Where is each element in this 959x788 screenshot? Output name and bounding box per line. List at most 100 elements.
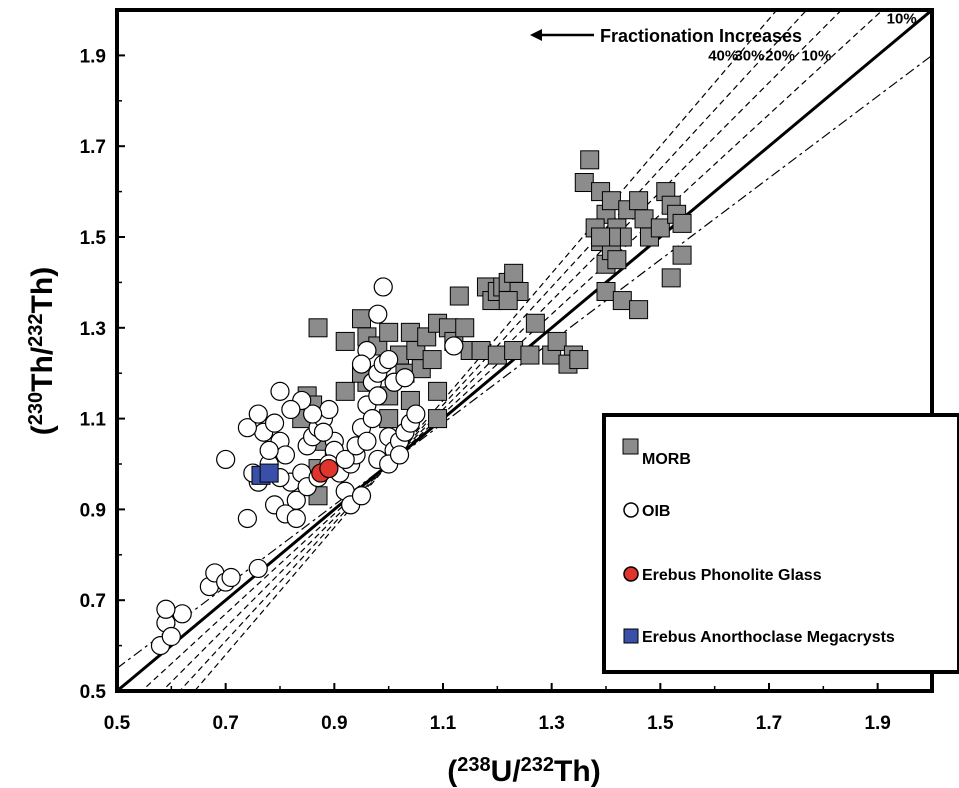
data-point-circle: [259, 440, 279, 460]
data-point-circle: [286, 508, 306, 529]
data-point-square: [449, 286, 469, 306]
y-tick-label: 1.5: [80, 228, 107, 249]
data-point-square: [591, 227, 611, 247]
x-tick-label: 1.1: [430, 713, 457, 734]
data-point-square: [629, 191, 649, 211]
x-tick-label: 1.5: [647, 713, 674, 734]
data-point-square: [335, 381, 355, 401]
plot-frame: [115, 8, 934, 693]
data-point-square: [428, 409, 448, 429]
fractionation-labels: 40%30% 20% 10% 10%: [708, 10, 917, 64]
data-point-square: [487, 345, 507, 365]
data-point-square: [607, 250, 627, 270]
legend-marker-oib: [623, 502, 639, 518]
data-point-circle: [373, 277, 393, 297]
legend-label-phonolite: Erebus Phonolite Glass: [642, 567, 822, 584]
x-axis-title: (238U/232Th): [447, 754, 600, 788]
data-point-circle: [406, 404, 426, 424]
data-point-circle: [172, 604, 192, 624]
data-point-circle: [319, 458, 339, 479]
legend-label-oib: OIB: [642, 503, 670, 520]
y-tick-label: 1.9: [80, 46, 106, 67]
data-point-square: [601, 191, 621, 211]
data-point-circle: [444, 336, 464, 356]
data-point-square: [498, 291, 518, 311]
data-point-circle: [319, 399, 339, 420]
fractionation-label: 20%: [765, 47, 795, 64]
data-point-square: [672, 213, 692, 233]
data-point-square: [308, 318, 328, 338]
data-point-circle: [237, 508, 257, 529]
data-point-circle: [313, 422, 334, 442]
y-tick-label: 0.5: [80, 682, 107, 703]
data-point-circle: [275, 445, 296, 465]
data-point-circle: [248, 404, 268, 424]
data-point-circle: [237, 418, 257, 438]
data-point-circle: [389, 445, 410, 465]
y-tick-label: 1.3: [80, 319, 106, 340]
data-point-circle: [248, 558, 268, 579]
data-point-circle: [216, 449, 236, 470]
legend-marker-phonolite: [623, 566, 639, 582]
data-point-square: [422, 350, 442, 370]
legend: MORB OIB Erebus Phonolite Glass Erebus A…: [602, 413, 959, 674]
data-point-circle: [221, 567, 241, 588]
data-point-circle: [156, 599, 176, 619]
data-point-square: [569, 350, 589, 370]
data-point-circle: [335, 449, 355, 470]
data-point-square: [525, 313, 545, 333]
fractionation-label: 10%: [801, 47, 831, 64]
data-point-square: [672, 245, 692, 265]
data-point-square: [634, 209, 654, 229]
data-points: [150, 150, 692, 656]
data-point-square: [471, 341, 491, 360]
data-point-circle: [362, 409, 382, 429]
data-point-square: [259, 463, 279, 483]
x-tick-label: 1.3: [538, 713, 564, 734]
data-point-square: [520, 345, 540, 365]
x-tick-label: 0.5: [104, 713, 131, 734]
legend-box: [602, 413, 959, 674]
data-point-circle: [351, 354, 372, 374]
data-point-square: [580, 150, 600, 170]
data-point-circle: [264, 413, 285, 433]
data-point-circle: [161, 626, 181, 647]
data-point-square: [547, 331, 567, 351]
y-tick-label: 0.7: [80, 591, 106, 612]
data-point-circle: [303, 404, 323, 424]
axis-ticks: 0.5 0.7 0.9 1.1 1.3 1.5 1.7 1.9 0.5 0.7 0.9 1.1 1.3 1…: [80, 9, 933, 734]
data-point-circle: [357, 431, 377, 451]
annotation-text: Fractionation Increases: [600, 26, 802, 46]
legend-marker-anorthoclase: [623, 628, 639, 644]
data-point-square: [379, 322, 399, 342]
legend-marker-morb: [622, 438, 639, 455]
x-tick-label: 0.7: [212, 713, 238, 734]
arrowhead-icon: [530, 29, 542, 41]
y-axis-title: (230Th/232Th): [25, 267, 59, 435]
data-point-square: [629, 300, 649, 320]
data-point-square: [379, 409, 399, 429]
data-point-square: [352, 309, 371, 329]
data-point-square: [504, 263, 524, 283]
data-point-square: [400, 322, 420, 342]
x-tick-label: 0.9: [321, 713, 347, 734]
data-point-circle: [379, 349, 399, 370]
data-point-circle: [395, 368, 415, 388]
data-point-square: [574, 173, 594, 193]
fractionation-annotation: Fractionation Increases: [530, 26, 802, 46]
fractionation-line: [161, 10, 843, 691]
data-point-square: [650, 218, 670, 238]
data-point-square: [504, 341, 524, 360]
y-tick-label: 1.1: [80, 410, 107, 431]
data-point-square: [335, 331, 355, 351]
data-point-circle: [368, 304, 388, 324]
fractionation-label: 40%: [708, 47, 738, 64]
data-point-square: [596, 281, 616, 301]
data-point-square: [455, 318, 475, 338]
fractionation-line: [140, 10, 884, 691]
data-point-circle: [351, 486, 372, 506]
legend-label-morb: MORB: [642, 451, 691, 468]
data-point-circle: [270, 381, 290, 401]
data-point-square: [612, 291, 632, 311]
